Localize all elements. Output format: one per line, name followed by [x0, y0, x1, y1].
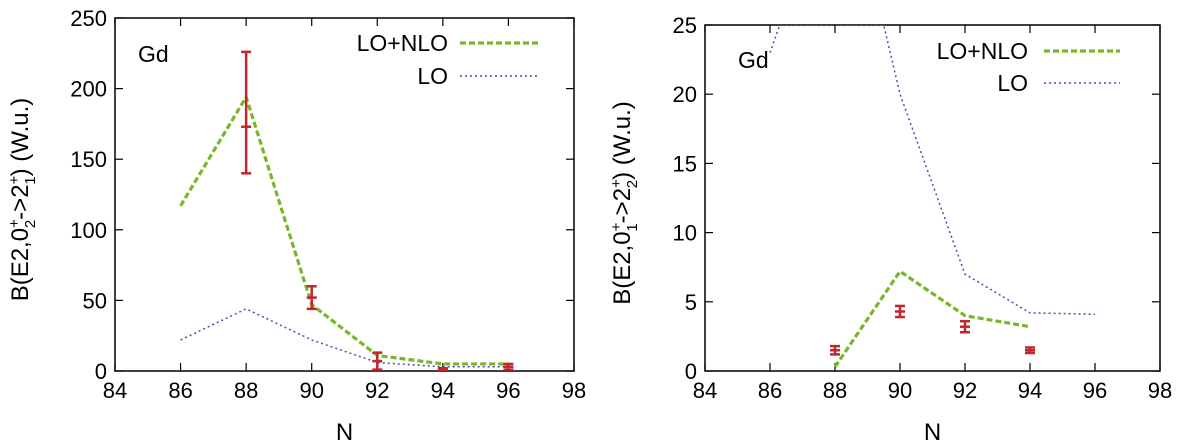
y-axis-label-part: 1 — [624, 223, 641, 231]
x-tick-label: 86 — [168, 378, 192, 403]
x-tick-label: 92 — [365, 378, 389, 403]
y-axis-label-part: ->2 — [7, 184, 34, 219]
y-tick-label: 15 — [673, 151, 697, 176]
y-axis-label-part: ) (W.u.) — [609, 101, 636, 180]
y-tick-label: 5 — [685, 290, 697, 315]
left-chart: 84 86 88 90 92 94 96 98050100150200250NB(E2,0+2… — [6, 6, 586, 446]
element-annotation: Gd — [738, 47, 769, 73]
series-line-lo-nlo — [179, 93, 509, 366]
y-tick-label: 25 — [673, 13, 697, 38]
y-axis-label-part: ->2 — [609, 188, 636, 223]
x-tick-label: 94 — [1018, 378, 1042, 403]
x-axis-label: N — [336, 419, 353, 446]
y-tick-label: 250 — [70, 6, 107, 31]
x-tick-label: 94 — [431, 378, 455, 403]
y-tick-label: 150 — [70, 147, 107, 172]
y-axis-label-part: 2 — [624, 180, 641, 188]
y-tick-label: 0 — [95, 359, 107, 384]
y-axis-label-part: B(E2,0 — [7, 228, 34, 301]
y-tick-label: 50 — [83, 288, 107, 313]
x-tick-label: 96 — [496, 378, 520, 403]
x-tick-label: 84 — [693, 378, 717, 403]
x-axis-label: N — [924, 419, 941, 446]
y-axis-label-part: + — [608, 222, 625, 231]
y-axis-label-part: + — [608, 179, 625, 188]
y-tick-label: 100 — [70, 218, 107, 243]
y-axis-label: B(E2,0+1->2+2) (W.u.) — [608, 101, 641, 305]
plot-frame — [114, 17, 575, 372]
y-axis-label-part: B(E2,0 — [609, 231, 636, 304]
data-area — [769, 25, 1096, 368]
x-tick-label: 98 — [562, 378, 586, 403]
y-tick-label: 0 — [685, 359, 697, 384]
x-tick-label: 90 — [888, 378, 912, 403]
y-tick-label: 10 — [673, 221, 697, 246]
x-tick-label: 90 — [299, 378, 323, 403]
x-tick-label: 84 — [103, 378, 127, 403]
y-axis-label-part: ) (W.u.) — [7, 98, 34, 177]
y-axis-label: B(E2,0+2->2+1) (W.u.) — [6, 98, 39, 302]
x-tick-label: 86 — [758, 378, 782, 403]
y-axis-label-part: 1 — [22, 176, 39, 184]
y-axis-label-part: + — [6, 219, 23, 228]
plot-frame — [704, 24, 1161, 372]
right-chart: 84 86 88 90 92 94 96 980510152025NB(E2,0+1->2+2… — [608, 13, 1172, 446]
y-tick-label: 20 — [673, 82, 697, 107]
y-tick-label: 200 — [70, 77, 107, 102]
x-tick-label: 98 — [1148, 378, 1172, 403]
x-tick-label: 96 — [1083, 378, 1107, 403]
y-axis-label-part: + — [6, 175, 23, 184]
data-area — [179, 50, 514, 371]
legend-label: LO — [997, 70, 1028, 96]
legend-label: LO — [417, 63, 448, 89]
x-tick-label: 88 — [823, 378, 847, 403]
legend-label: LO+NLO — [357, 30, 448, 56]
x-tick-label: 88 — [234, 378, 258, 403]
series-line-lo — [769, 25, 1096, 316]
legend-label: LO+NLO — [937, 38, 1028, 64]
y-axis-label-part: 2 — [22, 220, 39, 228]
x-tick-label: 92 — [953, 378, 977, 403]
series-line-lo-nlo — [833, 269, 1031, 368]
series-line-lo — [180, 308, 509, 368]
element-annotation: Gd — [138, 41, 169, 67]
